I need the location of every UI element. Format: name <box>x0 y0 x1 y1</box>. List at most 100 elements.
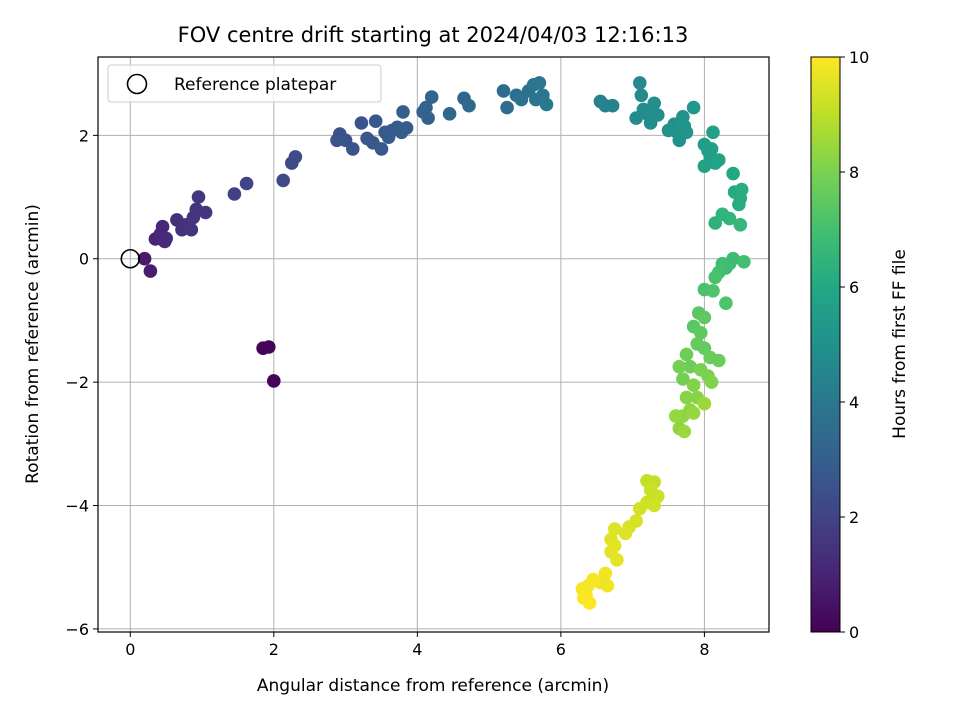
data-point <box>633 501 647 516</box>
y-axis-label: Rotation from reference (arcmin) <box>23 204 43 484</box>
colorbar-tick-label: 8 <box>849 163 859 182</box>
colorbar-gradient <box>810 56 841 633</box>
data-point <box>155 219 170 234</box>
colorbar-tick-label: 4 <box>849 393 859 412</box>
colorbar-tick-label: 10 <box>849 48 869 67</box>
data-point <box>708 270 722 285</box>
x-tick-label: 4 <box>412 640 422 659</box>
data-point <box>159 231 173 246</box>
data-point <box>198 205 213 220</box>
data-point <box>712 353 726 368</box>
data-point <box>227 187 242 201</box>
data-point <box>419 100 433 115</box>
data-point <box>706 125 720 140</box>
data-point <box>462 98 476 113</box>
data-point <box>651 108 665 122</box>
grid-lines <box>98 57 769 632</box>
data-point <box>184 222 199 237</box>
data-point <box>605 98 620 113</box>
data-point <box>143 264 158 278</box>
colorbar-tick-label: 0 <box>849 623 859 642</box>
data-point <box>679 390 694 405</box>
data-point <box>610 553 624 567</box>
data-point <box>634 88 649 103</box>
data-point <box>686 378 701 393</box>
data-point <box>633 76 647 90</box>
data-point <box>532 76 547 90</box>
data-point <box>697 310 712 325</box>
data-point <box>346 142 360 156</box>
legend-label: Reference platepar <box>174 75 336 95</box>
x-tick-label: 0 <box>125 640 135 659</box>
data-point <box>618 526 633 541</box>
data-point <box>733 218 748 232</box>
data-point <box>500 100 514 115</box>
data-point <box>712 153 726 167</box>
data-point <box>396 105 410 119</box>
data-point <box>722 211 737 226</box>
data-point <box>368 114 383 128</box>
plot-frame <box>97 56 770 633</box>
data-point <box>719 296 733 311</box>
y-tick-label: 2 <box>79 126 89 145</box>
y-tick-label: −2 <box>65 373 89 392</box>
data-point <box>276 173 291 188</box>
colorbar: 0 2 4 6 8 10 Hours from first FF file <box>810 48 910 642</box>
data-point <box>694 326 708 340</box>
data-point <box>704 375 719 389</box>
data-point <box>647 96 661 111</box>
y-tick-label: −6 <box>65 620 89 639</box>
data-point <box>697 159 712 173</box>
data-point <box>732 197 746 212</box>
data-point <box>137 251 152 266</box>
data-point <box>679 125 694 140</box>
data-point <box>737 254 751 269</box>
data-point <box>734 182 749 197</box>
data-point <box>697 396 712 411</box>
data-point <box>496 84 511 98</box>
data-point <box>683 359 697 374</box>
data-point <box>706 284 720 298</box>
legend-box <box>107 64 382 103</box>
data-point <box>679 347 694 362</box>
data-point <box>668 409 683 423</box>
colorbar-tick-label: 2 <box>849 508 859 527</box>
x-axis-ticks: 0 2 4 6 8 <box>125 632 710 659</box>
colorbar-label: Hours from first FF file <box>890 249 910 439</box>
data-point <box>676 372 690 386</box>
x-axis-label: Angular distance from reference (arcmin) <box>257 676 609 696</box>
y-tick-label: −4 <box>65 497 89 516</box>
data-point <box>647 498 661 513</box>
x-tick-label: 2 <box>269 640 279 659</box>
data-point <box>704 142 719 156</box>
legend: Reference platepar <box>107 64 382 103</box>
data-point <box>442 107 457 121</box>
data-point <box>686 100 701 115</box>
data-point <box>239 176 254 191</box>
x-tick-label: 6 <box>556 640 566 659</box>
data-point <box>191 190 206 204</box>
data-point <box>607 522 622 536</box>
data-point <box>288 150 303 164</box>
data-points <box>137 76 751 610</box>
data-point <box>539 97 554 112</box>
data-point <box>424 90 439 104</box>
colorbar-tick-label: 6 <box>849 278 859 297</box>
chart-title: FOV centre drift starting at 2024/04/03 … <box>178 23 689 47</box>
data-point <box>582 596 597 610</box>
y-axis-ticks: −6 −4 −2 0 2 <box>65 126 98 639</box>
reference-platepar-marker <box>120 248 141 269</box>
data-point <box>267 374 281 388</box>
data-point <box>726 166 740 181</box>
data-point <box>421 111 435 125</box>
data-point <box>354 116 369 130</box>
y-tick-label: 0 <box>79 250 89 269</box>
legend-marker <box>126 73 148 95</box>
data-point <box>262 340 276 354</box>
data-point <box>374 142 389 156</box>
colorbar-ticks: 0 2 4 6 8 10 <box>840 48 869 642</box>
data-point <box>686 406 701 420</box>
data-point <box>677 424 692 439</box>
x-tick-label: 8 <box>699 640 709 659</box>
